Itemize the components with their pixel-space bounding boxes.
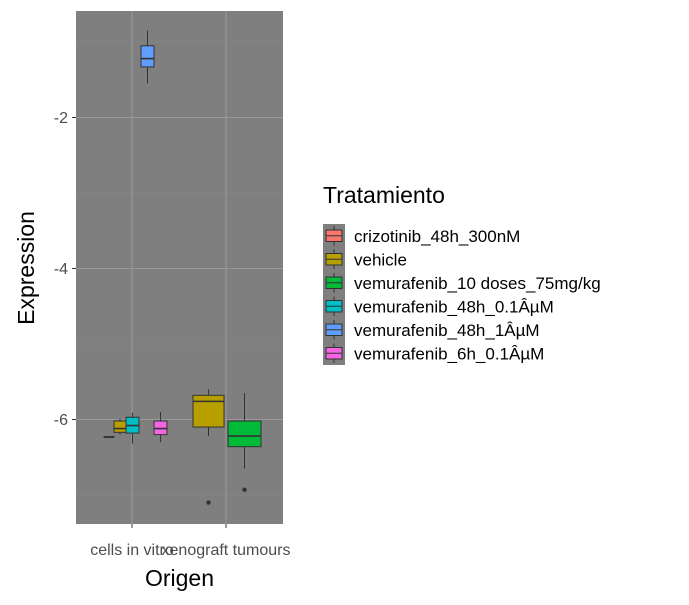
y-axis-title: Expression [13,211,39,325]
legend-label: vemurafenib_6h_0.1ÂµM [354,344,544,363]
legend-label: vemurafenib_48h_1ÂµM [354,321,540,340]
box-body [227,420,262,448]
legend-item: vehicle [325,249,407,269]
legend-label: crizotinib_48h_300nM [354,227,520,246]
y-tick-label: -2 [54,110,68,127]
legend-item: vemurafenib_6h_0.1ÂµM [325,343,544,363]
box-cells-in-vitro-vemurafenib-6h-0-1-M [153,411,168,443]
box-outlier [206,500,211,505]
x-tick-label: cells in vitro [90,542,174,559]
legend-item: crizotinib_48h_300nM [325,226,520,246]
box-xenograft-tumours-vemurafenib-10-doses-75mg-kg [227,393,262,492]
box-body [192,394,225,428]
x-axis-title: Origen [145,565,214,591]
x-tick-label: xenograft tumours [162,542,291,559]
box-cells-in-vitro-vemurafenib-48h-0-1-M [125,412,140,444]
box-xenograft-tumours-vehicle [192,389,225,505]
box-body [113,420,127,433]
legend-label: vemurafenib_48h_0.1ÂµM [354,297,554,316]
grid-lines [76,11,283,524]
legend-item: vemurafenib_48h_0.1ÂµM [325,296,554,316]
box-cells-in-vitro-vemurafenib-48h-1-M [140,30,155,84]
legend-label: vehicle [354,250,407,269]
y-tick-label: -6 [54,412,68,429]
box-body [140,45,155,68]
y-tick-label: -4 [54,261,68,278]
box-cells-in-vitro-crizotinib-48h-300nM [103,436,115,438]
box-cells-in-vitro-vehicle [113,418,127,435]
legend-item: vemurafenib_48h_1ÂµM [325,320,540,340]
boxes [103,30,262,505]
legend-title: Tratamiento [323,182,445,208]
legend-item: vemurafenib_10 doses_75mg/kg [325,273,601,293]
legend-label: vemurafenib_10 doses_75mg/kg [354,274,601,293]
box-outlier [242,487,247,492]
